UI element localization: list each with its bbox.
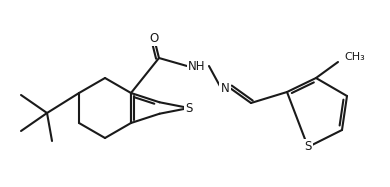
Text: S: S [185, 102, 193, 114]
Text: NH: NH [188, 59, 206, 73]
Text: CH₃: CH₃ [344, 52, 365, 62]
Text: O: O [149, 31, 159, 45]
Text: N: N [221, 82, 229, 94]
Text: S: S [304, 140, 312, 154]
